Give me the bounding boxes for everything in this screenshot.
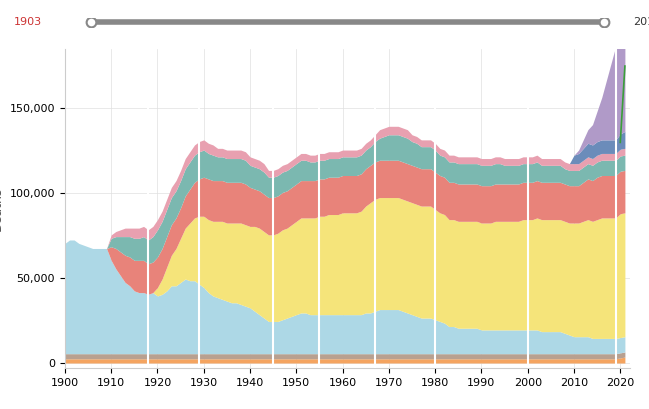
Y-axis label: Deaths: Deaths: [0, 187, 4, 231]
Text: 2018: 2018: [633, 18, 649, 27]
Text: 1903: 1903: [14, 18, 42, 27]
